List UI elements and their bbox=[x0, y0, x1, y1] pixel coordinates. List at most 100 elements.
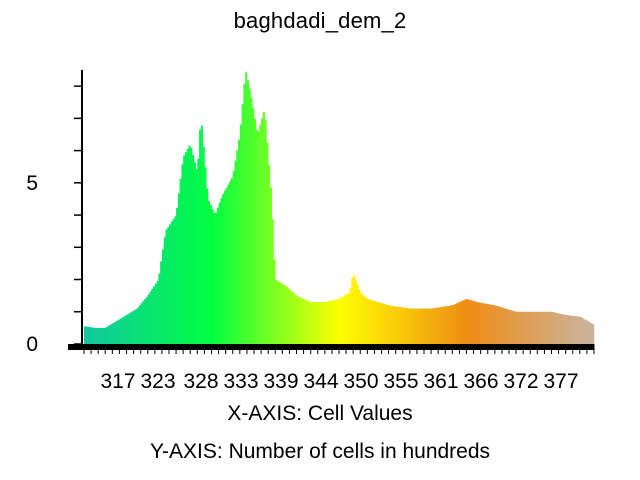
histogram-bar-104 bbox=[268, 165, 271, 344]
histogram-bar-135 bbox=[323, 302, 326, 344]
x-tick-label-328: 328 bbox=[183, 370, 218, 393]
histogram-bar-184 bbox=[409, 308, 412, 344]
histogram-bar-101 bbox=[262, 111, 265, 344]
histogram-bar-222 bbox=[477, 302, 480, 344]
histogram-bar-237 bbox=[503, 308, 506, 344]
histogram-bar-112 bbox=[282, 284, 285, 344]
histogram-bar-179 bbox=[400, 307, 404, 344]
histogram-bar-204 bbox=[445, 306, 448, 344]
histogram-bar-167 bbox=[379, 302, 382, 344]
histogram-bar-236 bbox=[501, 307, 504, 344]
histogram-bar-45 bbox=[163, 237, 166, 344]
histogram-bar-164 bbox=[374, 301, 377, 344]
histogram-bar-153 bbox=[354, 280, 358, 344]
histogram-bar-102 bbox=[264, 119, 267, 345]
histogram-bar-9 bbox=[99, 327, 103, 344]
histogram-bar-52 bbox=[176, 207, 179, 344]
histogram-bar-126 bbox=[307, 300, 310, 344]
histogram-bar-81 bbox=[227, 184, 230, 344]
histogram-bar-97 bbox=[255, 129, 258, 344]
histogram-bar-277 bbox=[574, 316, 577, 344]
histogram-bar-120 bbox=[296, 296, 299, 344]
histogram-bar-121 bbox=[298, 296, 301, 344]
histogram-bar-160 bbox=[367, 299, 370, 344]
histogram-bar-140 bbox=[331, 300, 334, 344]
x-tick-label-344: 344 bbox=[303, 370, 338, 393]
histogram-bar-264 bbox=[551, 311, 554, 344]
histogram-bar-243 bbox=[514, 311, 517, 344]
histogram-bar-143 bbox=[337, 299, 340, 344]
histogram-bar-39 bbox=[153, 286, 156, 344]
histogram-bar-210 bbox=[455, 303, 458, 344]
histogram-bar-24 bbox=[126, 314, 129, 344]
histogram-bar-232 bbox=[494, 305, 497, 344]
chart-title: baghdadi_dem_2 bbox=[233, 8, 407, 33]
histogram-bar-240 bbox=[509, 309, 512, 344]
histogram-bar-162 bbox=[370, 300, 373, 344]
histogram-bar-182 bbox=[406, 308, 409, 344]
histogram-bar-250 bbox=[526, 311, 529, 344]
y-tick-label-5: 5 bbox=[26, 172, 38, 195]
x-tick-label-350: 350 bbox=[343, 370, 378, 393]
histogram-bar-3 bbox=[89, 327, 92, 344]
histogram-bar-241 bbox=[510, 310, 513, 344]
histogram-bar-20 bbox=[119, 318, 122, 344]
histogram-bar-71 bbox=[209, 204, 212, 344]
histogram-bar-144 bbox=[339, 298, 342, 344]
histogram-bar-147 bbox=[344, 295, 347, 344]
histogram-bar-57 bbox=[184, 152, 188, 344]
histogram-bar-256 bbox=[537, 311, 540, 344]
histogram-bar-267 bbox=[556, 313, 559, 344]
histogram-bar-84 bbox=[232, 171, 235, 344]
histogram-bar-93 bbox=[248, 88, 251, 344]
histogram-bar-263 bbox=[549, 311, 552, 344]
histogram-bar-32 bbox=[140, 303, 143, 344]
histogram-bar-229 bbox=[489, 304, 492, 344]
histogram-bar-197 bbox=[432, 308, 435, 344]
histogram-bar-67 bbox=[202, 146, 205, 344]
histogram-bar-10 bbox=[101, 327, 104, 344]
histogram-bar-186 bbox=[413, 308, 416, 344]
histogram-bar-142 bbox=[335, 299, 338, 344]
histogram-bar-95 bbox=[252, 108, 255, 344]
histogram-bar-110 bbox=[278, 282, 281, 344]
histogram-bar-146 bbox=[342, 296, 345, 344]
histogram-bar-15 bbox=[110, 324, 113, 344]
histogram-bar-128 bbox=[310, 302, 313, 344]
histogram-bar-91 bbox=[245, 72, 248, 345]
histogram-bar-133 bbox=[319, 302, 322, 344]
histogram-bar-12 bbox=[105, 327, 108, 344]
histogram-bar-224 bbox=[480, 302, 483, 344]
histogram-bar-33 bbox=[142, 301, 145, 344]
histogram-bar-163 bbox=[372, 300, 375, 344]
histogram-bar-252 bbox=[530, 311, 533, 344]
histogram-bar-50 bbox=[172, 219, 175, 344]
histogram-bar-248 bbox=[523, 311, 526, 344]
histogram-bar-83 bbox=[230, 177, 234, 344]
histogram-bar-122 bbox=[300, 297, 303, 344]
tick-labels: 0 5 317 323 328 333 339 344 350 355 361 366 372 377 bbox=[26, 172, 578, 393]
histogram-bar-284 bbox=[586, 321, 589, 344]
histogram-bar-2 bbox=[87, 326, 90, 344]
histogram-bar-117 bbox=[291, 291, 294, 344]
bar-series bbox=[84, 72, 595, 345]
histogram-bar-114 bbox=[285, 286, 288, 344]
histogram-bar-273 bbox=[567, 315, 570, 344]
histogram-bar-31 bbox=[138, 305, 141, 344]
histogram-bar-23 bbox=[124, 315, 127, 344]
histogram-bar-159 bbox=[365, 298, 368, 344]
histogram-bar-187 bbox=[415, 308, 418, 344]
histogram-bar-166 bbox=[377, 302, 381, 344]
histogram-bar-209 bbox=[454, 304, 457, 344]
histogram-bar-283 bbox=[585, 320, 588, 344]
histogram-bar-26 bbox=[130, 312, 133, 344]
histogram-bar-124 bbox=[303, 299, 306, 344]
histogram-bar-63 bbox=[195, 169, 198, 344]
histogram-bar-60 bbox=[190, 147, 193, 344]
histogram-bar-119 bbox=[294, 294, 297, 344]
histogram-bar-150 bbox=[349, 287, 352, 344]
histogram-bar-145 bbox=[340, 297, 343, 344]
histogram-bar-233 bbox=[496, 306, 499, 344]
histogram-bar-157 bbox=[362, 294, 365, 344]
histogram-bar-234 bbox=[498, 306, 501, 344]
